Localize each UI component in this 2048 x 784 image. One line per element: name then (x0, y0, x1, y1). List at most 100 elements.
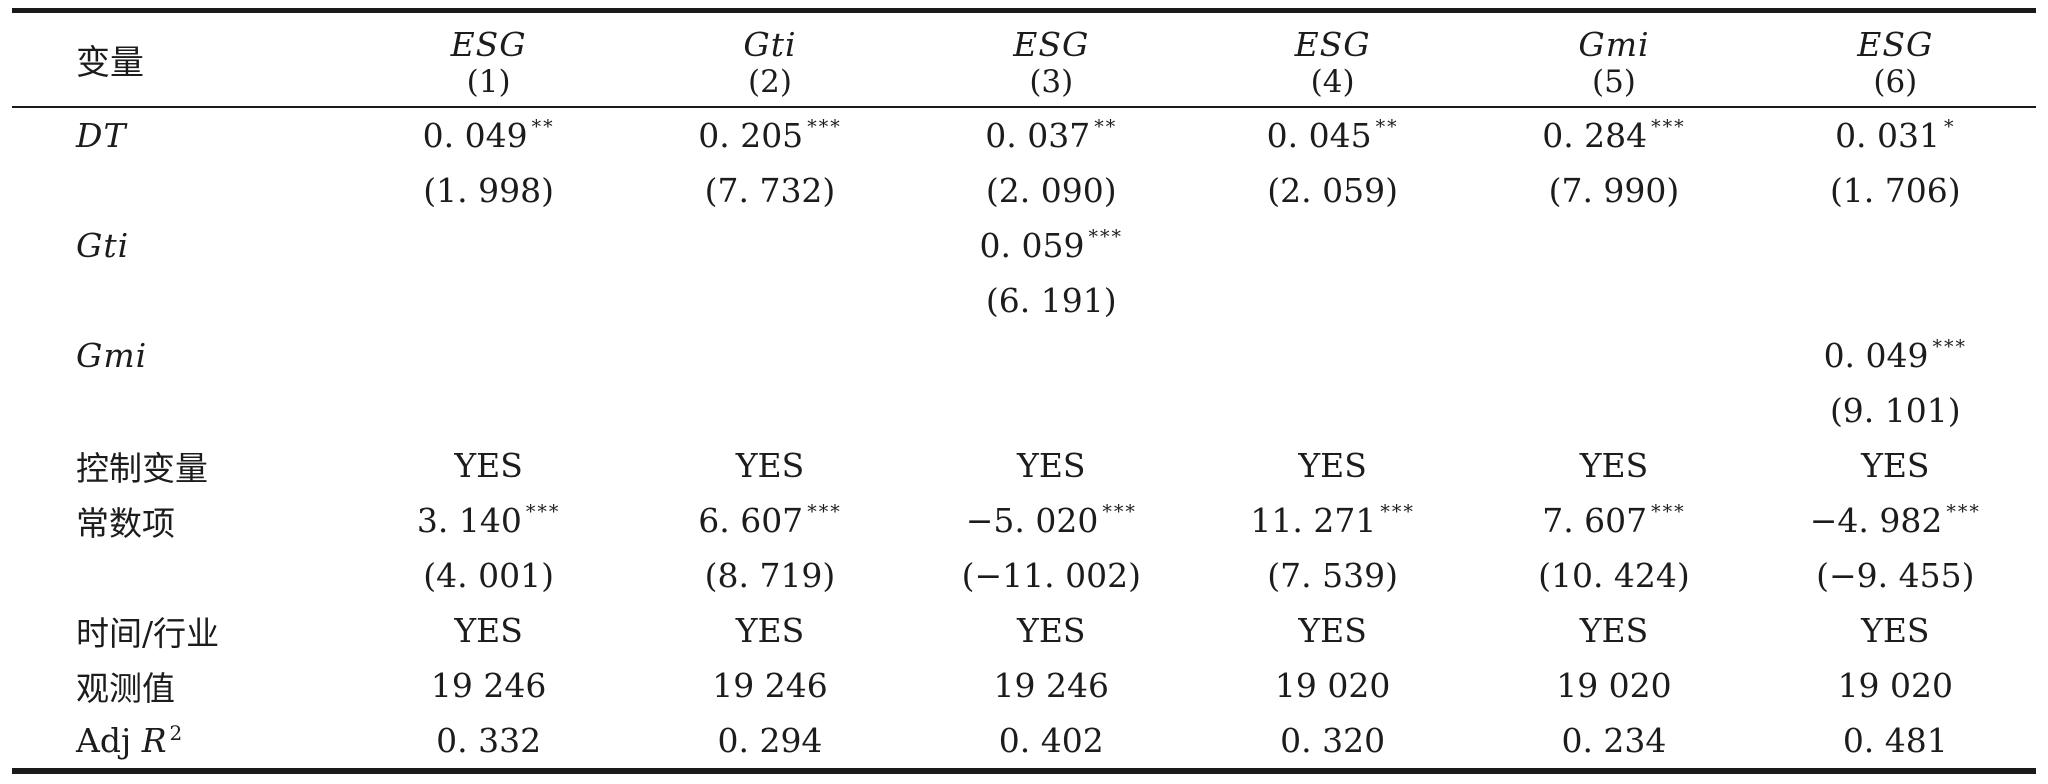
cell-tstat: (1. 706) (1829, 171, 1961, 210)
cell-tstat: (9. 101) (1829, 391, 1961, 430)
coef-text: 0. 284 (1542, 116, 1648, 155)
cell-value: YES (454, 446, 523, 485)
row-label-controls: 控制变量 (76, 448, 208, 488)
r-symbol: R (141, 721, 168, 760)
cell-coef (348, 218, 629, 273)
cell-value: YES (1861, 611, 1930, 650)
cell-value: 0. 294 (717, 721, 823, 760)
cell-coef: 3. 140 *** (348, 493, 629, 548)
cell-coef (348, 328, 629, 383)
model-number: (5) (1591, 63, 1636, 100)
cell-coef (1473, 218, 1754, 273)
significance-stars: ** (1375, 116, 1399, 138)
cell-value: YES (1017, 611, 1086, 650)
cell-tstat: (2. 090) (985, 171, 1117, 210)
row-label-gmi: Gmi (76, 336, 148, 375)
row-constant-coef: 常数项 3. 140 *** 6. 607 *** −5. 020 *** 11. 2… (12, 493, 2036, 548)
cell-value: YES (735, 446, 805, 485)
cell-value: 19 246 (712, 666, 828, 705)
cell-coef: 7. 607 *** (1473, 493, 1754, 548)
row-observations: 观测值 19 246 19 246 19 246 19 020 19 020 1… (12, 658, 2036, 713)
cell-tstat (1192, 273, 1473, 328)
cell-value: YES (1579, 611, 1649, 650)
model-number: (1) (466, 63, 511, 100)
cell-value: 19 246 (430, 666, 547, 705)
column-header-1: ESG (1) (347, 10, 630, 108)
cell-coef: 6. 607 *** (629, 493, 910, 548)
cell-coef: 0. 284 *** (1473, 107, 1754, 163)
cell-tstat: (6. 191) (985, 281, 1117, 320)
row-label-gti: Gti (76, 226, 130, 265)
coef-text: 0. 059 (979, 226, 1085, 265)
significance-stars: *** (1651, 116, 1686, 138)
model-number: (2) (748, 63, 792, 100)
cell-value: 0. 320 (1280, 721, 1386, 760)
significance-stars: *** (1088, 226, 1124, 248)
coef-text: 0. 037 (985, 116, 1091, 155)
cell-value: YES (454, 611, 523, 650)
cell-coef: 0. 037 ** (911, 107, 1192, 163)
regression-table-wrapper: 变量 ESG (1) Gti (2) ESG (3) (12, 8, 2036, 774)
row-label-empty (12, 548, 348, 603)
cell-tstat (1473, 383, 1754, 438)
cell-tstat (348, 273, 629, 328)
cell-tstat: (7. 990) (1548, 171, 1680, 210)
row-label-observations: 观测值 (76, 668, 175, 708)
cell-tstat: (−11. 002) (961, 556, 1141, 595)
row-controls: 控制变量 YES YES YES YES YES YES (12, 438, 2036, 493)
cell-value: 19 020 (1274, 666, 1391, 705)
cell-coef (1755, 218, 2036, 273)
cell-coef: 0. 059 *** (911, 218, 1192, 273)
coef-text: −4. 982 (1809, 501, 1943, 540)
cell-tstat: (1. 998) (423, 171, 554, 210)
cell-tstat (1473, 273, 1754, 328)
cell-tstat (1755, 273, 2036, 328)
cell-coef: 11. 271 *** (1192, 493, 1473, 548)
cell-value: YES (1579, 446, 1649, 485)
coef-text: 0. 049 (422, 116, 528, 155)
coef-text: 0. 045 (1266, 116, 1372, 155)
cell-value: 19 246 (993, 666, 1110, 705)
row-label-time-industry: 时间/行业 (76, 613, 220, 653)
dep-var-name: ESG (1013, 24, 1090, 64)
cell-value: 0. 234 (1561, 721, 1667, 760)
row-gti-coef: Gti 0. 059 *** (12, 218, 2036, 273)
coef-text: −5. 020 (965, 501, 1099, 540)
significance-stars: *** (1102, 501, 1137, 523)
significance-stars: *** (1651, 501, 1686, 523)
cell-value: 19 020 (1556, 666, 1672, 705)
dep-var-name: Gmi (1578, 24, 1650, 64)
cell-value: 0. 332 (436, 721, 542, 760)
cell-value: 19 020 (1837, 666, 1954, 705)
dep-var-name: Gti (743, 24, 797, 64)
row-constant-tstat: (4. 001) (8. 719) (−11. 002) (7. 539) (1… (12, 548, 2036, 603)
significance-stars: *** (1946, 501, 1981, 523)
cell-tstat (348, 383, 629, 438)
column-header-4: ESG (4) (1191, 10, 1474, 108)
regression-table: 变量 ESG (1) Gti (2) ESG (3) (12, 8, 2036, 774)
coef-text: 0. 049 (1823, 336, 1929, 375)
cell-tstat: (8. 719) (704, 556, 836, 595)
coef-text: 3. 140 (416, 501, 522, 540)
model-number: (3) (1029, 63, 1074, 100)
row-gmi-coef: Gmi 0. 049 *** (12, 328, 2036, 383)
cell-coef: 0. 049 *** (1755, 328, 2036, 383)
column-header-3: ESG (3) (910, 10, 1192, 108)
cell-coef: −4. 982 *** (1755, 493, 2036, 548)
r2-exponent: 2 (169, 721, 183, 745)
cell-tstat: (7. 732) (704, 171, 836, 210)
row-time-industry: 时间/行业 YES YES YES YES YES YES (12, 603, 2036, 658)
model-number: (6) (1873, 63, 1918, 100)
variable-column-header: 变量 (12, 10, 348, 108)
significance-stars: *** (525, 501, 561, 523)
cell-coef (629, 218, 910, 273)
row-label-empty (12, 163, 348, 218)
cell-value: YES (1861, 446, 1930, 485)
significance-stars: *** (1380, 501, 1415, 523)
header-row: 变量 ESG (1) Gti (2) ESG (3) (12, 10, 2036, 108)
cell-coef: 0. 205 *** (629, 107, 910, 163)
row-gmi-tstat: (9. 101) (12, 383, 2036, 438)
significance-stars: *** (807, 501, 842, 523)
significance-stars: * (1944, 116, 1956, 138)
